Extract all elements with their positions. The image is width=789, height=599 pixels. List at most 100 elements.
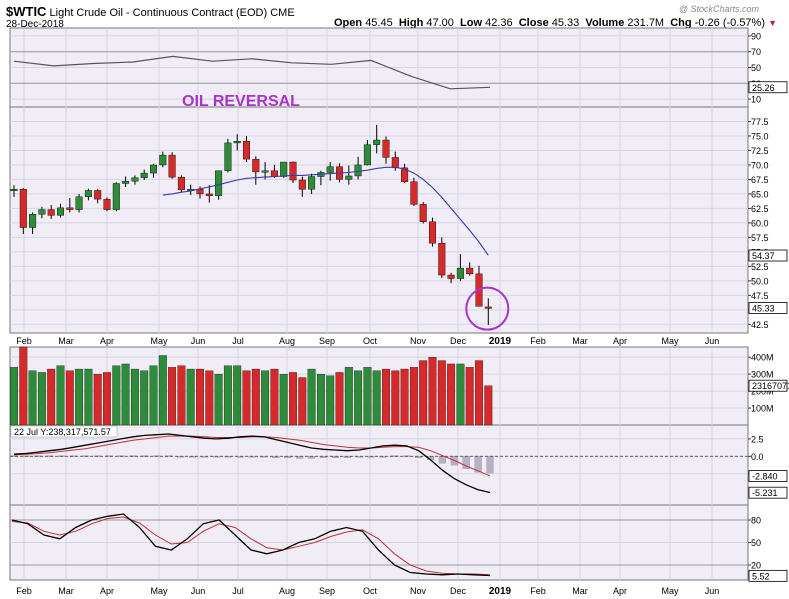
price-month-label: Aug [279,336,295,346]
stoch-month-label: May [150,586,168,596]
candle-body [438,242,446,276]
volume-bar [19,346,28,426]
stoch-month-label: Mar [572,586,588,596]
candle-body [47,209,55,216]
volume-bar [354,370,363,426]
price-tick-label: 52.5 [751,262,769,272]
macd-histogram-bar [486,456,494,474]
price-tick-label: 62.5 [751,204,769,214]
volume-bar [363,367,372,426]
candle-body [252,158,260,173]
price-last-label-box [748,302,788,314]
candle-body [456,267,464,279]
macd-last-label-box [748,486,788,499]
dropdown-arrow-icon[interactable]: ▼ [768,18,777,28]
candle-body [233,140,241,144]
volume-bar [279,373,288,426]
candle-body [75,196,83,210]
volume-bar [326,375,335,426]
candle-body [38,209,46,215]
macd-histogram-bar [355,456,363,458]
candle-body [280,161,288,177]
macd-last-label: -5.231 [752,488,778,498]
volume-bar [419,360,428,426]
price-month-label: Jun [191,336,206,346]
stoch-k-line [11,513,491,577]
price-month-label: Feb [16,336,32,346]
candle-body [215,170,223,196]
price-month-label: Feb [530,336,546,346]
macd-histogram-bar [319,456,327,458]
macd-histogram-bar [296,456,304,459]
candle-body [177,176,185,191]
rsi-last-label: 25.26 [752,83,775,93]
volume-bar [261,370,270,426]
volume-bar [158,355,167,426]
volume-bar [307,368,316,426]
description-label: Light Crude Oil - Continuous Contract (E… [49,7,268,19]
stoch-month-label: Jun [705,586,720,596]
stoch-month-label: Apr [100,586,114,596]
stoch-month-label: Mar [58,586,74,596]
candle-body [270,170,278,177]
volume-bar [447,363,456,426]
macd-tick-label: 0.0 [751,452,764,462]
ma-last-label-box [748,249,788,262]
candle-body [447,274,455,279]
high-value: 47.00 [426,17,454,29]
volume-bar [112,365,121,426]
volume-bar [409,367,418,426]
price-tick-label: 77.5 [751,117,769,127]
date-label: 28-Dec-2018 [6,19,64,30]
candle-body [159,154,167,166]
volume-bar [475,360,483,426]
volume-bar [149,365,158,426]
price-tick-label: 42.5 [751,320,769,330]
price-tick-label: 47.5 [751,291,769,301]
stoch-last-label: 5.52 [752,571,770,581]
macd-histogram-bar [438,456,446,464]
volume-bar [270,368,279,426]
rsi-last-label-box [748,81,788,94]
volume-bar [121,363,130,426]
stoch-month-label: Dec [450,586,467,596]
stoch-month-label: Nov [410,586,427,596]
price-month-label: Mar [572,336,588,346]
price-tick-label: 67.5 [751,175,769,185]
candle-body [373,139,381,145]
macd-signal-last-label-box [748,470,788,482]
low-label: Low [460,17,483,29]
volume-bar [168,367,177,426]
volume-bar [75,368,84,426]
candle-body [289,161,297,181]
price-tick-label: 50.0 [751,276,769,286]
volume-bar [10,367,18,426]
macd-histogram-bar [415,456,423,458]
candle-body [242,140,250,160]
stoch-month-label: May [661,586,679,596]
candle-body [410,181,418,205]
annotation-oil-reversal: OIL REVERSAL [182,93,300,110]
candle-body [168,154,176,178]
volume-bar [186,368,195,426]
candle-body [140,172,148,178]
open-value: 45.45 [365,17,393,29]
watermark: @ StockCharts.com [678,4,759,14]
chart-title: $WTIC Light Crude Oil - Continuous Contr… [6,4,295,19]
candle-body [345,175,353,180]
volume-bar [205,370,214,426]
candle-body [354,164,362,177]
volume-bar [465,367,474,426]
rsi-tick-label: 50 [751,63,761,73]
stoch-month-label: Sep [319,586,335,596]
candle-body [122,180,130,184]
vol-tick-label: 400M [751,353,774,363]
moving-average-line [162,166,489,256]
candle-body [391,157,399,169]
price-tick-label: 75.0 [751,131,769,141]
stoch-month-label: 2019 [489,586,512,597]
price-tick-label: 65.0 [751,189,769,199]
stoch-d-line [11,516,491,576]
candle-body [131,177,139,182]
